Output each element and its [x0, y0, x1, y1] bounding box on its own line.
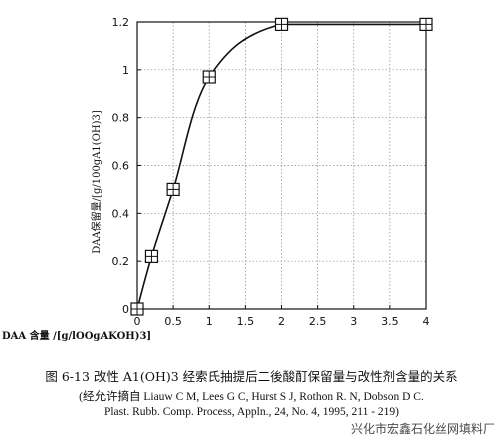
x-tick-label: 1 — [206, 315, 213, 328]
x-axis-label: DAA 含量 /[g/lOOgAKOH)3] — [2, 331, 152, 342]
tick-labels: 0 0.5 1 1.5 2 2.5 3 3.5 4 0 0.2 0.4 0.6 0.8 1 1.2 — [112, 16, 430, 328]
x-tick-label: 3.5 — [381, 315, 399, 328]
x-tick-label: 2.5 — [309, 315, 327, 328]
caption-source-line-2: Plast. Rubb. Comp. Process, Appln., 24, … — [103, 406, 400, 418]
data-point — [274, 17, 289, 31]
data-point — [202, 70, 216, 84]
x-tick-label: 4 — [423, 315, 430, 328]
y-axis-label: DAA保留量/[g/100gA1(OH)3] — [90, 110, 103, 254]
x-tick-label: 0.5 — [164, 315, 182, 328]
y-tick-label: 0.4 — [112, 207, 130, 220]
y-tick-label: 0.6 — [112, 160, 130, 173]
watermark: 兴化市宏鑫石化丝网填料厂 — [350, 422, 495, 436]
y-tick-label: 0.2 — [112, 255, 130, 268]
x-tick-label: 1.5 — [237, 315, 255, 328]
y-tick-label: 1 — [122, 64, 129, 77]
data-point — [166, 182, 180, 197]
y-tick-label: 1.2 — [112, 16, 130, 29]
grid-lines — [137, 22, 426, 309]
y-tick-label: 0.8 — [112, 112, 130, 125]
data-markers — [130, 17, 433, 316]
x-tick-label: 3 — [350, 315, 357, 328]
data-point — [419, 17, 433, 31]
y-tick-label: 0 — [122, 303, 129, 316]
x-tick-label: 2 — [278, 315, 285, 328]
x-tick-label: 0 — [134, 315, 141, 328]
data-point — [144, 249, 159, 263]
data-point — [130, 302, 144, 316]
caption-source-line-1: (经允许摘自 Liauw C M, Lees G C, Hurst S J, R… — [79, 391, 424, 403]
figure-caption: 图 6-13 改性 A1(OH)3 经索氏抽提后二後酸酊保留量与改性剂含量的关系 — [45, 369, 458, 384]
